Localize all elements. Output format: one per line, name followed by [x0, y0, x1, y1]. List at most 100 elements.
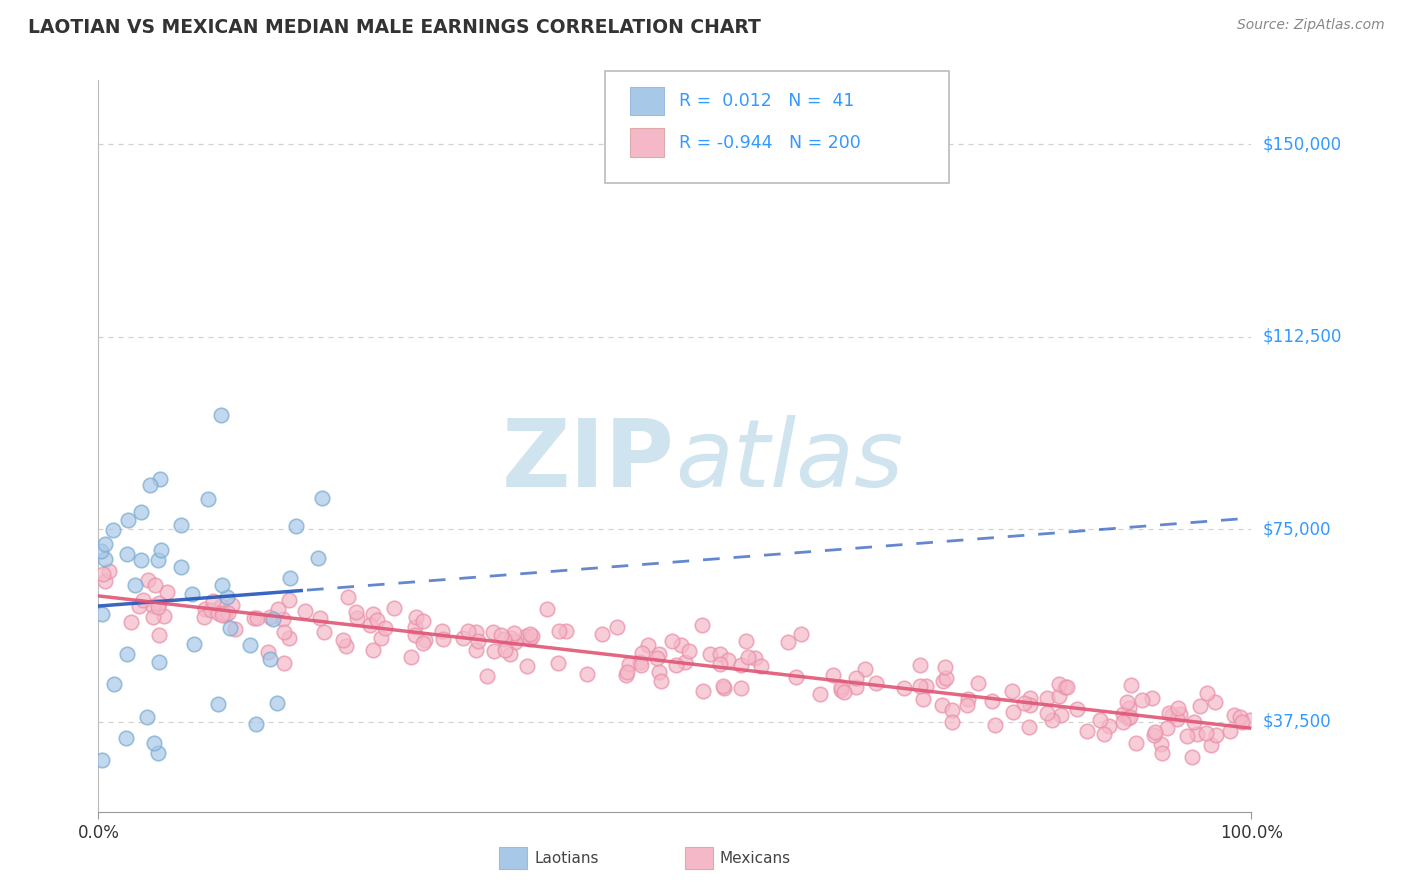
Point: [278, 571, 301, 585]
Point: [673, 655, 696, 669]
Point: [1166, 712, 1188, 726]
Point: [404, 628, 426, 642]
Point: [1181, 749, 1204, 764]
Point: [1040, 713, 1063, 727]
Point: [217, 606, 239, 620]
Point: [1119, 710, 1142, 724]
Point: [153, 609, 176, 624]
Point: [967, 675, 990, 690]
Point: [257, 644, 280, 658]
Point: [606, 620, 628, 634]
Point: [1239, 713, 1261, 727]
Point: [129, 505, 152, 519]
Point: [717, 653, 740, 667]
Point: [412, 636, 434, 650]
Point: [730, 658, 752, 673]
Point: [266, 696, 288, 710]
Point: [645, 651, 668, 665]
Point: [1018, 691, 1040, 706]
Point: [1199, 738, 1222, 752]
Point: [103, 523, 125, 537]
Point: [1001, 705, 1024, 719]
Point: [934, 672, 956, 686]
Point: [136, 573, 159, 587]
Point: [778, 634, 800, 648]
Point: [1001, 684, 1024, 698]
Point: [830, 683, 852, 698]
Point: [709, 657, 731, 671]
Point: [475, 669, 498, 683]
Point: [314, 624, 336, 639]
Point: [156, 585, 179, 599]
Point: [149, 472, 172, 486]
Point: [311, 491, 333, 505]
Point: [344, 605, 367, 619]
Point: [941, 714, 963, 729]
Point: [273, 657, 295, 671]
Point: [1119, 678, 1142, 692]
Point: [413, 632, 436, 647]
Text: $112,500: $112,500: [1263, 328, 1341, 346]
Point: [522, 629, 544, 643]
Point: [382, 601, 405, 615]
Point: [690, 618, 713, 632]
Point: [911, 691, 934, 706]
Point: [430, 624, 453, 639]
Point: [207, 606, 229, 620]
Point: [239, 638, 262, 652]
Point: [1195, 686, 1218, 700]
Point: [617, 657, 640, 672]
Point: [669, 639, 692, 653]
Point: [131, 553, 153, 567]
Point: [1150, 737, 1173, 751]
Text: $37,500: $37,500: [1263, 713, 1331, 731]
Point: [914, 679, 936, 693]
Point: [1140, 691, 1163, 706]
Point: [212, 606, 235, 620]
Point: [482, 644, 505, 658]
Point: [91, 566, 114, 581]
Point: [103, 677, 125, 691]
Point: [91, 753, 114, 767]
Point: [142, 599, 165, 613]
Point: [124, 578, 146, 592]
Point: [148, 599, 170, 614]
Point: [97, 564, 120, 578]
Point: [361, 642, 384, 657]
Point: [307, 551, 329, 566]
Point: [273, 624, 295, 639]
Point: [1204, 695, 1226, 709]
Text: $75,000: $75,000: [1263, 520, 1331, 539]
Point: [503, 635, 526, 649]
Point: [278, 631, 301, 645]
Point: [404, 620, 426, 634]
Point: [519, 626, 541, 640]
Point: [94, 552, 117, 566]
Point: [259, 609, 281, 624]
Point: [114, 731, 136, 745]
Point: [399, 650, 422, 665]
Point: [981, 694, 1004, 708]
Point: [823, 667, 845, 681]
Point: [498, 647, 520, 661]
Point: [211, 608, 233, 623]
Point: [146, 746, 169, 760]
Point: [956, 692, 979, 706]
Point: [332, 633, 354, 648]
Point: [1012, 696, 1035, 710]
Point: [146, 553, 169, 567]
Point: [647, 665, 669, 680]
Point: [277, 593, 299, 607]
Point: [1143, 725, 1166, 739]
Point: [1188, 699, 1211, 714]
Point: [142, 610, 165, 624]
Point: [120, 615, 142, 630]
Point: [830, 681, 852, 695]
Point: [207, 697, 229, 711]
Point: [94, 574, 117, 588]
Point: [1076, 724, 1098, 739]
Point: [117, 647, 139, 661]
Point: [1118, 701, 1140, 715]
Point: [1047, 689, 1070, 703]
Point: [143, 578, 166, 592]
